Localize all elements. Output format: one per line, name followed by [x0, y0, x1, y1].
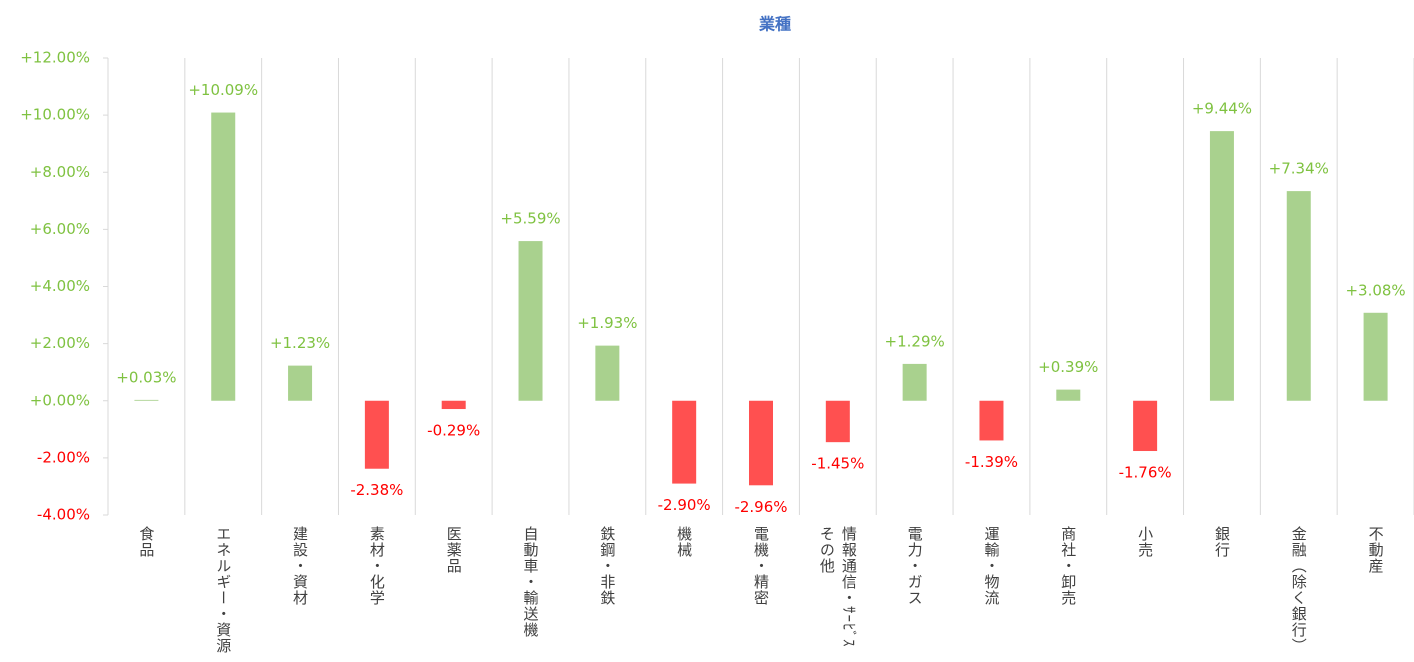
bar: [749, 400, 773, 486]
data-label: -2.90%: [658, 496, 711, 514]
bar: [902, 363, 927, 401]
x-tick-label: 食品: [137, 526, 156, 558]
y-tick-label: +2.00%: [30, 334, 90, 352]
data-label: +1.29%: [885, 332, 945, 350]
y-tick-label: +0.00%: [30, 391, 90, 409]
data-label: +9.44%: [1192, 100, 1252, 118]
bar: [1056, 389, 1081, 401]
bar: [595, 345, 620, 401]
data-label: +0.39%: [1038, 358, 1098, 376]
x-tick-label: エネルギー・資源: [214, 526, 233, 654]
x-tick-label: 鉄鋼・非鉄: [598, 526, 617, 606]
y-tick-label: +8.00%: [30, 163, 90, 181]
x-tick-label: 建設・資材: [291, 526, 310, 606]
bar: [672, 400, 697, 484]
bar: [1286, 191, 1311, 401]
bar: [211, 112, 236, 401]
data-label: -2.38%: [350, 481, 403, 499]
y-tick-label: +12.00%: [20, 49, 90, 67]
chart-title: 業種: [758, 15, 791, 34]
x-tick-label: 自動車・輸送機: [521, 526, 540, 638]
x-tick-label: 機械: [675, 526, 694, 558]
bar: [825, 400, 850, 443]
y-tick-label: +6.00%: [30, 220, 90, 238]
y-tick-label: +4.00%: [30, 277, 90, 295]
data-label: +1.23%: [270, 334, 330, 352]
data-label: -1.45%: [811, 455, 864, 473]
data-label: +7.34%: [1269, 160, 1329, 178]
y-tick-label: +10.00%: [20, 106, 90, 124]
x-tick-label: 素材・化学: [367, 526, 386, 606]
y-tick-label: -4.00%: [37, 506, 90, 524]
x-tick-label: 運輸・物流: [982, 526, 1001, 606]
data-label: -1.39%: [965, 453, 1018, 471]
bar: [1133, 400, 1158, 452]
data-label: +0.03%: [116, 368, 176, 386]
x-tick-label: 金融（除く銀行）: [1289, 526, 1308, 654]
data-label: -0.29%: [427, 422, 480, 440]
data-label: -1.76%: [1119, 464, 1172, 482]
bar: [364, 400, 389, 469]
x-tick-label: 商社・卸売: [1059, 526, 1078, 606]
bar: [1209, 131, 1234, 401]
x-tick-label: 医薬品: [444, 526, 463, 574]
data-label: +1.93%: [577, 314, 637, 332]
x-tick-label: 銀行: [1212, 526, 1231, 558]
x-tick-label: 小売: [1136, 526, 1155, 558]
bar: [134, 399, 159, 401]
x-tick-label: 不動産: [1366, 526, 1385, 574]
data-label: +5.59%: [500, 210, 560, 228]
bar: [979, 400, 1004, 441]
x-tick-label: 電力・ガス: [905, 526, 924, 606]
bar: [1363, 312, 1388, 401]
data-label: +3.08%: [1345, 281, 1405, 299]
y-tick-label: -2.00%: [37, 448, 90, 466]
x-tick-label: 情報通信・ｻｰﾋﾞｽその他: [817, 526, 858, 648]
data-label: -2.96%: [734, 498, 787, 516]
bar: [441, 400, 466, 410]
bar: [288, 365, 313, 401]
x-tick-label: 電機・精密: [752, 526, 770, 606]
data-label: +10.09%: [188, 81, 258, 99]
bar: [518, 241, 543, 401]
